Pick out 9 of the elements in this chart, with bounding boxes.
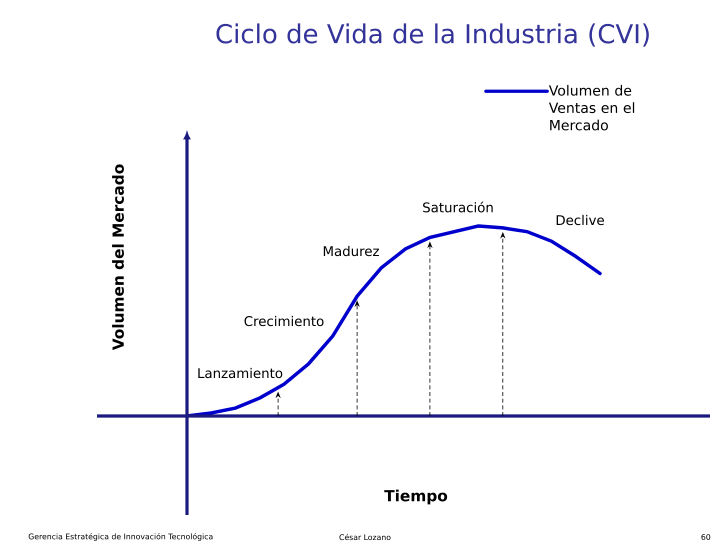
annotation: Lanzamiento bbox=[198, 368, 282, 378]
y-axis-title: Volumen del Mercado bbox=[112, 164, 124, 350]
legend-label: Volumen de Ventas en el Mercado bbox=[548, 84, 634, 130]
annotation: Crecimiento bbox=[244, 316, 324, 326]
annotation: Madurez bbox=[324, 246, 379, 256]
chart-title: Ciclo de Vida de la Industria (CVI) bbox=[216, 23, 649, 47]
text: Declive bbox=[556, 214, 604, 226]
x-axis-title: Tiempo bbox=[384, 490, 448, 504]
text: Saturación bbox=[423, 202, 493, 212]
